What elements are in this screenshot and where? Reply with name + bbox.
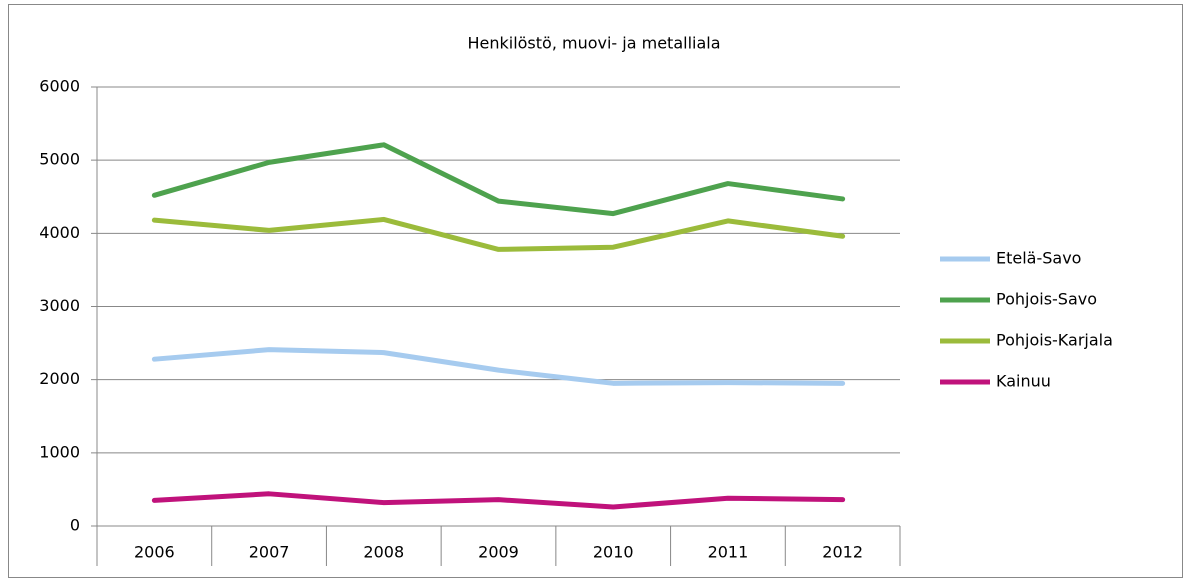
- x-tick-label: 2010: [593, 543, 634, 562]
- x-tick-label: 2012: [822, 543, 863, 562]
- x-tick-label: 2008: [363, 543, 404, 562]
- y-tick-label: 3000: [39, 296, 80, 315]
- y-tick-label: 4000: [39, 223, 80, 242]
- x-tick-label: 2007: [249, 543, 290, 562]
- chart-frame: [8, 4, 1183, 578]
- y-tick-label: 0: [70, 516, 80, 535]
- legend-label: Etelä-Savo: [996, 249, 1081, 268]
- legend-label: Kainuu: [996, 372, 1051, 391]
- x-tick-label: 2009: [478, 543, 519, 562]
- y-tick-label: 2000: [39, 369, 80, 388]
- series-line: [151, 142, 846, 217]
- chart-title: Henkilöstö, muovi- ja metalliala: [467, 34, 720, 53]
- y-tick-label: 6000: [39, 77, 80, 96]
- series-line: [151, 491, 846, 510]
- y-tick-label: 1000: [39, 442, 80, 461]
- x-tick-label: 2006: [134, 543, 175, 562]
- x-tick-label: 2011: [708, 543, 749, 562]
- legend-label: Pohjois-Karjala: [996, 331, 1113, 350]
- series-line: [151, 216, 846, 252]
- legend-label: Pohjois-Savo: [996, 290, 1097, 309]
- series-line: [151, 347, 846, 386]
- y-tick-label: 5000: [39, 150, 80, 169]
